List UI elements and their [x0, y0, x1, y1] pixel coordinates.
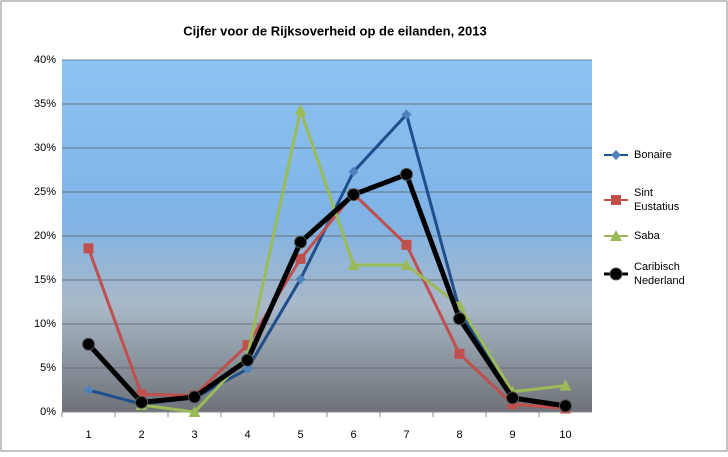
data-point — [294, 104, 307, 116]
y-tick-label: 40% — [34, 54, 56, 66]
y-tick-label: 15% — [34, 274, 56, 286]
legend-label-line: Nederland — [634, 275, 685, 287]
legend-label: Caribisch Nederland — [634, 261, 685, 287]
data-point — [82, 337, 95, 351]
y-tick-label: 0% — [40, 406, 56, 418]
data-point — [400, 259, 413, 271]
data-point — [241, 353, 254, 367]
y-tick-label: 10% — [34, 318, 56, 330]
data-point — [400, 167, 413, 181]
data-point — [295, 253, 306, 264]
series-line — [87, 192, 566, 410]
data-point — [506, 391, 519, 405]
y-tick-label: 25% — [34, 186, 56, 198]
series-line — [86, 171, 566, 409]
legend-entry: Sint Eustatius — [604, 187, 680, 213]
legend-marker — [609, 267, 623, 281]
x-tick-label: 6 — [350, 429, 356, 441]
x-tick-label: 2 — [138, 429, 144, 441]
legend-entry: Caribisch Nederland — [604, 261, 685, 287]
legend-label: Bonaire — [634, 149, 672, 161]
x-tick-label: 5 — [297, 429, 303, 441]
legend-label: Saba — [634, 230, 661, 242]
data-point — [242, 363, 253, 374]
legend-marker — [610, 230, 622, 241]
x-tick-label: 3 — [191, 429, 197, 441]
data-point — [135, 395, 148, 409]
x-tick-label: 9 — [509, 429, 515, 441]
data-point — [559, 379, 572, 391]
data-point — [83, 243, 94, 254]
y-tick-label: 35% — [34, 98, 56, 110]
data-point — [188, 406, 201, 417]
x-tick-label: 10 — [559, 429, 571, 441]
x-tick-label: 4 — [244, 429, 250, 441]
data-point — [401, 239, 412, 250]
x-tick-label: 1 — [85, 429, 91, 441]
data-point — [136, 389, 147, 400]
legend-label: Sint Eustatius — [634, 187, 680, 213]
data-point — [294, 235, 307, 249]
chart-title: Cijfer voor de Rijksoverheid op de eilan… — [183, 23, 486, 38]
legend-label-line: Eustatius — [634, 201, 680, 213]
data-point — [188, 390, 201, 404]
legend-marker — [611, 150, 621, 160]
legend-label-line: Caribisch — [634, 261, 680, 273]
legend-entry: Bonaire — [604, 149, 672, 161]
y-tick-label: 20% — [34, 230, 56, 242]
y-tick-label: 30% — [34, 142, 56, 154]
data-point — [83, 385, 94, 395]
data-point — [401, 109, 412, 120]
data-point — [453, 312, 466, 326]
data-point — [242, 340, 253, 351]
data-point — [559, 399, 572, 413]
legend-marker — [611, 195, 621, 205]
data-point — [347, 188, 360, 202]
data-point — [454, 348, 465, 359]
y-tick-label: 5% — [40, 362, 56, 374]
data-point — [348, 166, 359, 177]
x-tick-label: 8 — [456, 429, 462, 441]
x-tick-label: 7 — [403, 429, 409, 441]
legend-label-line: Sint — [634, 187, 653, 199]
data-point — [347, 259, 360, 271]
data-point — [295, 274, 306, 285]
legend-entry: Saba — [604, 230, 661, 242]
